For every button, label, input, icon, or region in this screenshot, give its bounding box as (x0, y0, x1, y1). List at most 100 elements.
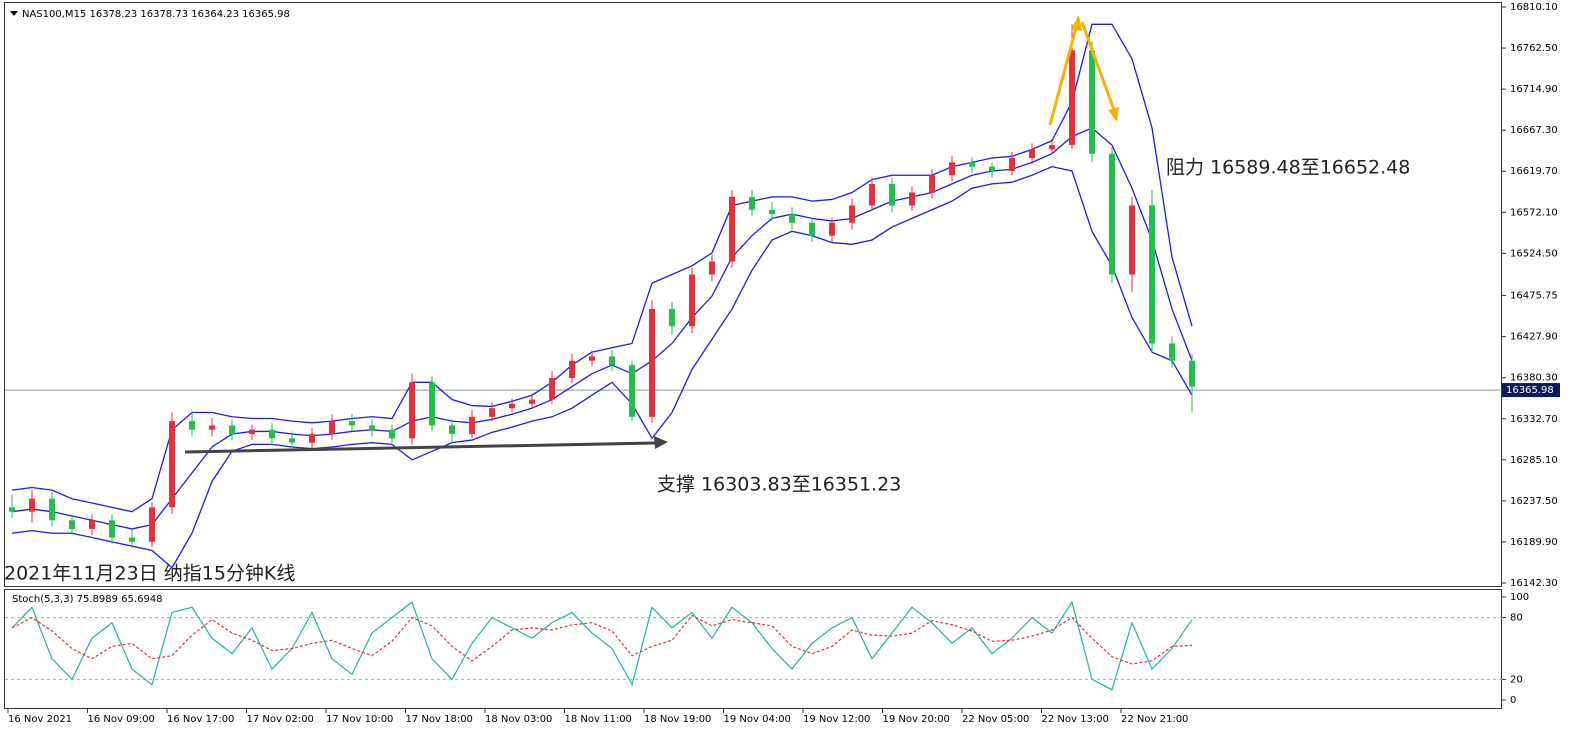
candle-body (549, 377, 555, 400)
band-upper (11, 23, 1193, 513)
y-tick-label: 16285.10 (1510, 455, 1558, 466)
candle-body (289, 438, 295, 443)
candle-body (609, 356, 615, 366)
support-arrow (184, 441, 656, 454)
y-tick-label: 0 (1510, 695, 1516, 706)
candle-body (269, 429, 275, 439)
x-tick-label: 22 Nov 13:00 (1042, 714, 1109, 725)
x-tick-label: 17 Nov 18:00 (406, 714, 473, 725)
y-tick-label: 100 (1510, 592, 1529, 603)
candle-body (889, 183, 895, 206)
candle-body (1049, 145, 1055, 150)
candle-body (729, 196, 735, 262)
candle-body (209, 425, 215, 430)
x-tick-label: 19 Nov 20:00 (883, 714, 950, 725)
candle-body (629, 365, 635, 417)
price-label-bg (1502, 383, 1560, 398)
main-frame (4, 2, 1502, 587)
candle-body (1109, 153, 1115, 275)
candle-body (969, 162, 975, 167)
up-arrow (1048, 27, 1078, 126)
y-tick-label: 16524.50 (1510, 248, 1558, 259)
candle-body (789, 214, 795, 223)
y-tick-label: 16762.50 (1510, 43, 1558, 54)
candle-body (1149, 205, 1155, 344)
y-tick-label: 16427.90 (1510, 332, 1558, 343)
candle-body (329, 421, 335, 435)
candle-body (569, 360, 575, 378)
candle-body (229, 425, 235, 435)
candle-body (489, 408, 495, 417)
x-tick-label: 17 Nov 02:00 (247, 714, 314, 725)
candle-body (1189, 360, 1195, 387)
resistance-note: 阻力 16589.48至16652.48 (1166, 157, 1410, 179)
down-arrow (1080, 21, 1116, 111)
y-tick-label: 16572.10 (1510, 207, 1558, 218)
y-tick-label: 16189.90 (1510, 537, 1558, 548)
menu-arrow (10, 11, 18, 16)
x-tick-label: 22 Nov 05:00 (962, 714, 1029, 725)
candle-body (829, 222, 835, 236)
y-tick-label: 20 (1510, 674, 1523, 685)
candle-body (849, 205, 855, 223)
candle-body (1089, 50, 1095, 154)
candle-body (1029, 149, 1035, 159)
candle-body (89, 520, 95, 529)
y-tick-label: 16332.70 (1510, 414, 1558, 425)
candle-body (589, 356, 595, 361)
candle-body (409, 382, 415, 439)
candle-body (1129, 205, 1135, 275)
candle-body (469, 416, 475, 435)
x-tick-label: 16 Nov 09:00 (88, 714, 155, 725)
x-tick-label: 18 Nov 11:00 (565, 714, 632, 725)
candle-body (1169, 343, 1175, 361)
y-tick-label: 16810.10 (1510, 2, 1558, 13)
candle-body (109, 520, 115, 538)
candle-body (1069, 50, 1075, 146)
candle-body (169, 421, 175, 508)
candle-body (709, 261, 715, 275)
x-tick-label: 18 Nov 03:00 (485, 714, 552, 725)
support-note: 支撑 16303.83至16351.23 (657, 474, 901, 496)
candle-body (809, 222, 815, 236)
arrow-head (654, 436, 668, 449)
y-tick-label: 16380.30 (1510, 373, 1558, 384)
y-tick-label: 80 (1510, 613, 1523, 624)
x-tick-label: 16 Nov 2021 (8, 714, 72, 725)
y-tick-label: 16619.70 (1510, 166, 1558, 177)
current-price-label: 16365.98 (1506, 385, 1554, 396)
stoch-line (11, 600, 1193, 691)
candle-body (189, 421, 195, 430)
candle-body (649, 308, 655, 417)
candle-body (369, 425, 375, 430)
candle-body (749, 196, 755, 210)
y-tick-label: 16237.50 (1510, 496, 1558, 507)
x-tick-label: 16 Nov 17:00 (167, 714, 234, 725)
candle-body (449, 425, 455, 435)
candle-body (509, 403, 515, 409)
subtitle: 2021年11月23日 纳指15分钟K线 (4, 563, 295, 585)
x-tick-label: 22 Nov 21:00 (1121, 714, 1188, 725)
candle-body (949, 162, 955, 176)
x-tick-label: 19 Nov 12:00 (803, 714, 870, 725)
candle-body (389, 429, 395, 439)
candle-body (49, 498, 55, 521)
candle-body (529, 399, 535, 404)
candle-body (769, 209, 775, 215)
candle-body (989, 166, 995, 171)
y-tick-label: 16714.90 (1510, 84, 1558, 95)
candle-body (309, 434, 315, 443)
x-tick-label: 17 Nov 10:00 (326, 714, 393, 725)
candle-body (1009, 158, 1015, 171)
arrows (184, 15, 1119, 454)
candle-body (249, 429, 255, 435)
candle-body (29, 498, 35, 512)
x-tick-label: 19 Nov 04:00 (724, 714, 791, 725)
candle-body (689, 274, 695, 327)
chart-title: NAS100,M15 16378.23 16378.73 16364.23 16… (22, 9, 290, 20)
candle-body (9, 507, 15, 512)
candle-body (149, 507, 155, 542)
band-lower (11, 165, 1193, 569)
